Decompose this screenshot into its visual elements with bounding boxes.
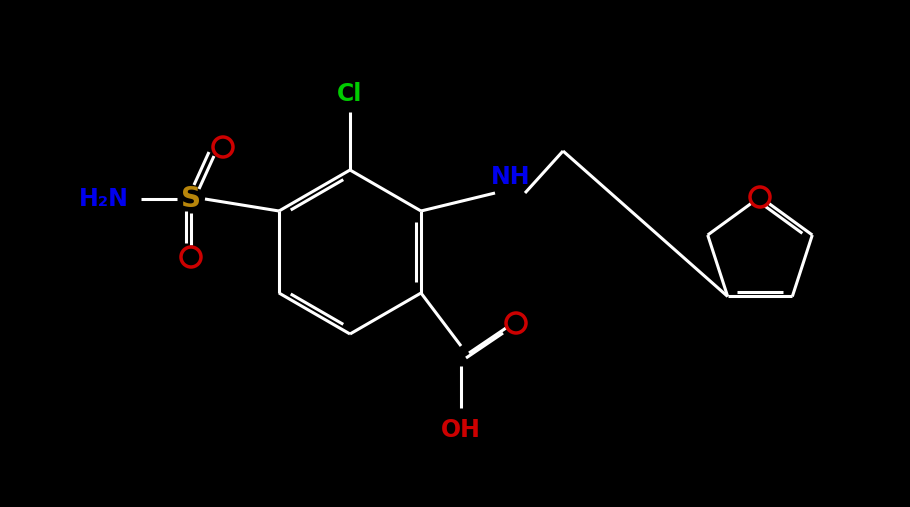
Text: H₂N: H₂N (79, 187, 129, 211)
Text: S: S (181, 185, 201, 213)
Circle shape (213, 137, 233, 157)
Circle shape (750, 187, 770, 207)
Circle shape (506, 313, 526, 333)
Text: NH: NH (491, 165, 531, 189)
Circle shape (181, 247, 201, 267)
Text: Cl: Cl (338, 82, 363, 106)
Text: OH: OH (441, 418, 481, 442)
